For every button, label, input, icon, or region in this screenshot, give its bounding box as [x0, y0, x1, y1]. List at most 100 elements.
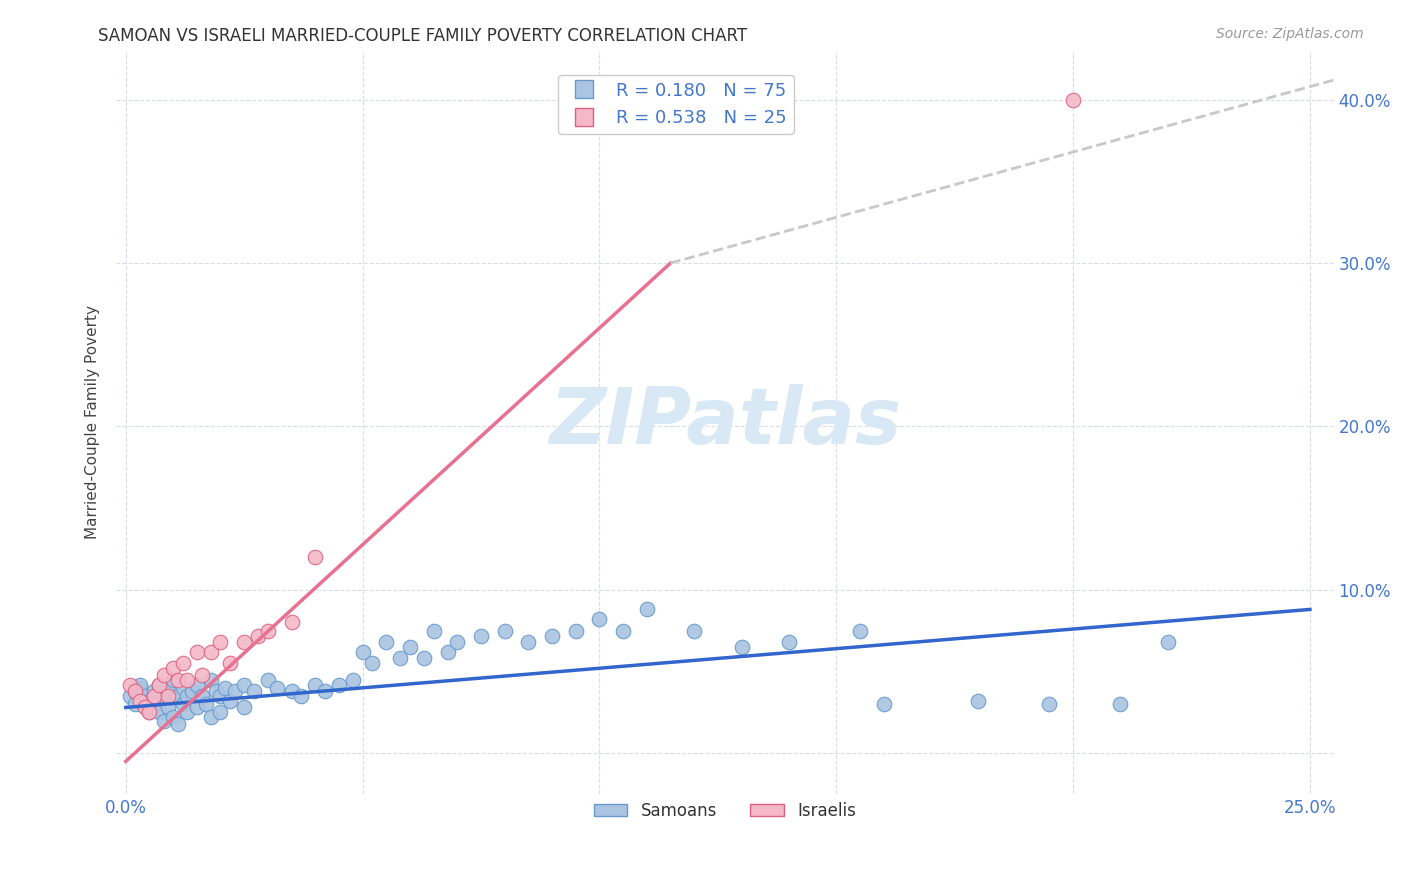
Point — [280, 615, 302, 630]
Point — [541, 629, 564, 643]
Point — [280, 684, 302, 698]
Point — [181, 684, 204, 698]
Text: SAMOAN VS ISRAELI MARRIED-COUPLE FAMILY POVERTY CORRELATION CHART: SAMOAN VS ISRAELI MARRIED-COUPLE FAMILY … — [98, 27, 748, 45]
Point — [138, 706, 160, 720]
Text: ZIPatlas: ZIPatlas — [548, 384, 901, 460]
Point — [200, 710, 222, 724]
Point — [124, 684, 146, 698]
Point — [143, 689, 166, 703]
Point — [290, 689, 312, 703]
Point — [162, 673, 184, 687]
Point — [967, 694, 990, 708]
Point — [143, 697, 166, 711]
Point — [138, 706, 160, 720]
Point — [134, 700, 156, 714]
Point — [209, 689, 232, 703]
Point — [342, 673, 364, 687]
Point — [872, 697, 894, 711]
Point — [200, 673, 222, 687]
Point — [152, 689, 174, 703]
Point — [257, 673, 280, 687]
Point — [129, 694, 152, 708]
Point — [422, 624, 444, 638]
Point — [172, 697, 194, 711]
Legend: Samoans, Israelis: Samoans, Israelis — [588, 796, 862, 827]
Point — [124, 684, 146, 698]
Point — [214, 681, 236, 695]
Point — [1062, 93, 1084, 107]
Y-axis label: Married-Couple Family Poverty: Married-Couple Family Poverty — [86, 305, 100, 540]
Point — [166, 716, 188, 731]
Point — [266, 681, 288, 695]
Point — [224, 684, 246, 698]
Point — [157, 684, 180, 698]
Point — [257, 624, 280, 638]
Point — [148, 677, 170, 691]
Point — [1038, 697, 1060, 711]
Point — [134, 689, 156, 703]
Point — [134, 700, 156, 714]
Point — [361, 657, 384, 671]
Point — [446, 635, 468, 649]
Point — [176, 673, 198, 687]
Point — [186, 700, 208, 714]
Point — [209, 635, 232, 649]
Point — [683, 117, 706, 131]
Point — [328, 677, 350, 691]
Point — [200, 645, 222, 659]
Point — [124, 697, 146, 711]
Point — [166, 673, 188, 687]
Point — [162, 710, 184, 724]
Point — [219, 694, 242, 708]
Point — [314, 684, 336, 698]
Point — [204, 684, 226, 698]
Point — [176, 706, 198, 720]
Point — [143, 684, 166, 698]
Point — [152, 714, 174, 728]
Point — [778, 635, 800, 649]
Point — [730, 640, 752, 654]
Point — [517, 635, 540, 649]
Point — [304, 677, 326, 691]
Point — [389, 651, 412, 665]
Point — [172, 657, 194, 671]
Point — [494, 624, 516, 638]
Point — [470, 629, 492, 643]
Point — [304, 550, 326, 565]
Point — [233, 635, 256, 649]
Point — [636, 602, 658, 616]
Point — [219, 657, 242, 671]
Point — [166, 689, 188, 703]
Point — [683, 624, 706, 638]
Point — [352, 645, 374, 659]
Point — [157, 689, 180, 703]
Point — [413, 651, 436, 665]
Point — [120, 689, 142, 703]
Point — [120, 677, 142, 691]
Point — [1157, 635, 1180, 649]
Point — [849, 624, 872, 638]
Point — [129, 681, 152, 695]
Point — [186, 677, 208, 691]
Point — [176, 689, 198, 703]
Point — [247, 629, 270, 643]
Point — [186, 645, 208, 659]
Point — [148, 706, 170, 720]
Point — [195, 697, 218, 711]
Point — [588, 612, 610, 626]
Text: Source: ZipAtlas.com: Source: ZipAtlas.com — [1216, 27, 1364, 41]
Point — [375, 635, 398, 649]
Point — [612, 624, 634, 638]
Point — [148, 677, 170, 691]
Point — [157, 700, 180, 714]
Point — [190, 667, 212, 681]
Point — [172, 681, 194, 695]
Point — [399, 640, 422, 654]
Point — [209, 706, 232, 720]
Point — [138, 694, 160, 708]
Point — [162, 661, 184, 675]
Point — [190, 689, 212, 703]
Point — [233, 700, 256, 714]
Point — [242, 684, 264, 698]
Point — [437, 645, 460, 659]
